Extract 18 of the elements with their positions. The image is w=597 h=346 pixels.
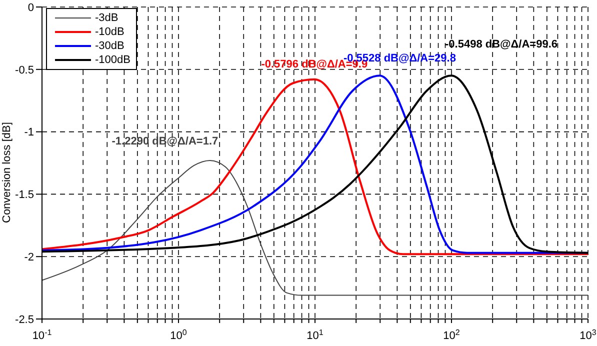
x-tick-label: 10$^{2}$ — [443, 328, 460, 342]
x-tick-label: 10$^{1}$ — [306, 328, 324, 342]
x-tick-label: 10$^{0}$ — [170, 328, 188, 342]
y-tick-label: -2 — [24, 252, 34, 264]
annotation: -1.2290 dB@Δ/A=1.7 — [112, 136, 218, 148]
y-tick-label: -2.5 — [15, 314, 34, 326]
y-axis-title: Conversion loss [dB] — [0, 122, 13, 223]
y-tick-label: -0.5 — [15, 64, 34, 76]
x-tick-label: 10$^{-1}$ — [32, 328, 52, 342]
legend-label: -10dB — [95, 25, 124, 39]
y-tick-label: 0 — [28, 2, 34, 14]
legend-label: -30dB — [95, 39, 124, 53]
legend-label: -100dB — [95, 53, 130, 67]
annotation: -0.5498 dB@Δ/A=99.6 — [445, 38, 558, 51]
y-tick-label: -1 — [24, 126, 34, 139]
y-tick-label: -1.5 — [15, 189, 34, 202]
legend-label: -3dB — [95, 11, 118, 25]
x-tick-label: 10$^{3}$ — [580, 328, 597, 342]
